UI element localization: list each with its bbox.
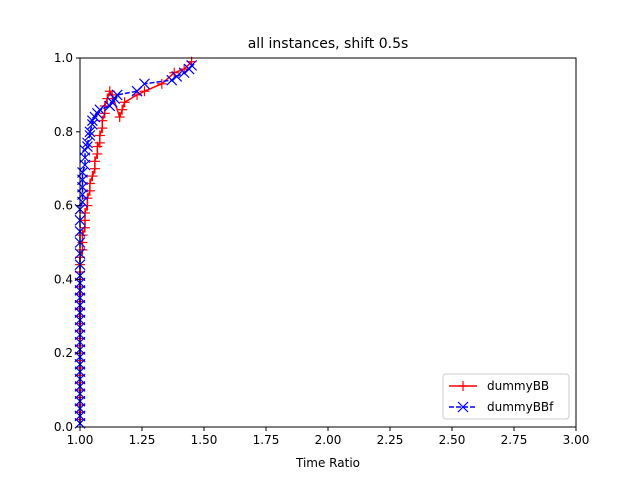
y-tick-label: 0.8 bbox=[54, 125, 73, 139]
data-point-dummyBBf bbox=[86, 118, 98, 130]
data-point-dummyBB bbox=[89, 156, 100, 167]
legend-label-dummyBB: dummyBB bbox=[487, 379, 549, 393]
x-tick-label: 2.50 bbox=[439, 433, 466, 447]
data-point-dummyBB bbox=[107, 89, 118, 100]
data-point-dummyBB bbox=[169, 67, 180, 78]
x-tick-label: 2.25 bbox=[377, 433, 404, 447]
data-point-dummyBBf bbox=[111, 89, 123, 101]
data-point-dummyBB bbox=[119, 97, 130, 108]
chart-title: all instances, shift 0.5s bbox=[248, 36, 409, 52]
legend-marker-glyph bbox=[457, 401, 469, 413]
data-point-dummyBB bbox=[117, 104, 128, 115]
x-tick-label: 3.00 bbox=[563, 433, 590, 447]
x-tick-label: 1.50 bbox=[191, 433, 218, 447]
legend-label-dummyBBf: dummyBBf bbox=[487, 400, 554, 414]
x-axis-label: Time Ratio bbox=[295, 456, 360, 470]
legend-marker-glyph bbox=[458, 381, 468, 391]
legend-entry-dummyBBf: dummyBBf bbox=[449, 400, 554, 414]
data-point-dummyBBf bbox=[82, 137, 93, 149]
x-tick-label: 1.75 bbox=[253, 433, 280, 447]
y-tick-label: 0.0 bbox=[54, 420, 73, 434]
x-tick-label: 2.75 bbox=[501, 433, 528, 447]
x-tick-label: 2.00 bbox=[315, 433, 342, 447]
data-point-dummyBBf bbox=[94, 104, 106, 116]
data-point-dummyBB bbox=[94, 130, 105, 141]
data-point-dummyBBf bbox=[84, 130, 96, 141]
x-axis: 1.00 1.25 1.50 1.75 2.00 2.25 2.50 2.75 3.00 bbox=[67, 427, 590, 447]
y-tick-label: 0.2 bbox=[54, 346, 73, 360]
data-point-dummyBBf bbox=[166, 74, 178, 86]
y-tick-label: 0.4 bbox=[54, 272, 73, 286]
x-tick-label: 1.00 bbox=[67, 433, 94, 447]
legend-marker-dummyBBf bbox=[457, 401, 469, 413]
data-point-dummyBB bbox=[114, 112, 125, 123]
y-axis: 0.0 0.2 0.4 0.6 0.8 1.0 bbox=[54, 51, 80, 434]
data-point-dummyBB bbox=[87, 171, 98, 182]
legend-entry-dummyBB: dummyBB bbox=[449, 379, 549, 393]
legend: dummyBB dummyBBf bbox=[442, 373, 570, 420]
x-tick-label: 1.25 bbox=[129, 433, 156, 447]
data-point-dummyBBf bbox=[82, 141, 93, 152]
data-point-dummyBBf bbox=[77, 166, 88, 178]
y-tick-label: 1.0 bbox=[54, 51, 73, 65]
data-point-dummyBBf bbox=[186, 59, 198, 71]
data-point-dummyBB bbox=[156, 78, 167, 89]
data-point-dummyBBf bbox=[84, 126, 96, 138]
legend-marker-dummyBB bbox=[458, 381, 468, 391]
data-point-dummyBB bbox=[79, 207, 90, 218]
data-point-dummyBB bbox=[82, 193, 93, 204]
data-point-dummyBB bbox=[139, 86, 150, 97]
y-tick-label: 0.6 bbox=[54, 199, 73, 213]
data-point-dummyBBf bbox=[171, 71, 183, 82]
data-point-dummyBB bbox=[77, 230, 88, 241]
data-point-dummyBBf bbox=[139, 78, 150, 90]
